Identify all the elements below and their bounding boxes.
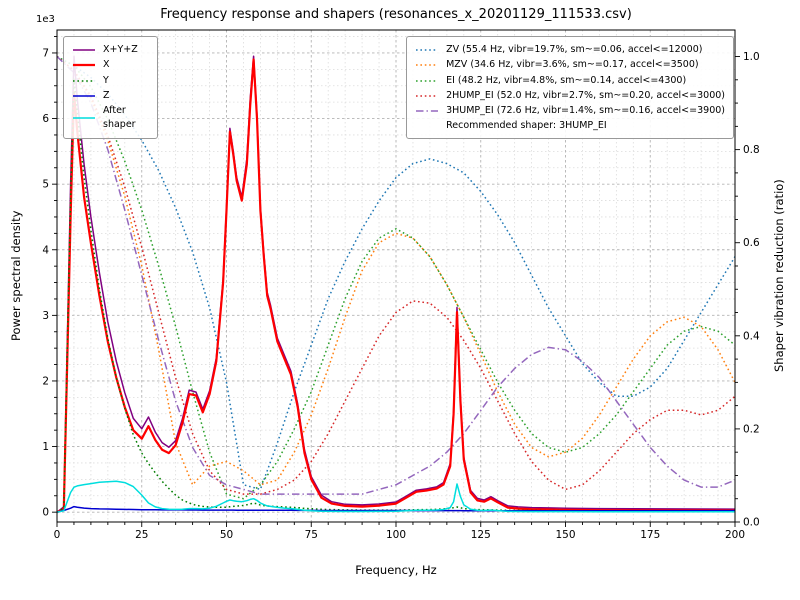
legend-line-icon <box>416 64 439 67</box>
svg-text:4: 4 <box>42 244 49 256</box>
svg-text:150: 150 <box>555 529 575 541</box>
legend-item-z: Z <box>72 89 149 103</box>
svg-text:0: 0 <box>54 529 61 541</box>
legend-item-3hump-ei: 3HUMP_EI (72.6 Hz, vibr=1.4%, sm~=0.16, … <box>415 104 725 118</box>
legend-line-icon <box>73 95 95 97</box>
svg-text:200: 200 <box>725 529 745 541</box>
y-axis-offset-text: 1e3 <box>36 14 55 25</box>
svg-text:75: 75 <box>305 529 318 541</box>
legend-line-icon <box>416 110 439 112</box>
legend-item-y: Y <box>72 74 149 88</box>
legend-line-icon <box>73 79 95 82</box>
y-axis-label-right: Shaper vibration reduction (ratio) <box>772 179 786 373</box>
svg-text:1.0: 1.0 <box>743 51 760 63</box>
legend-shapers: ZV (55.4 Hz, vibr=19.7%, sm~=0.06, accel… <box>406 36 734 139</box>
legend-line-icon <box>416 95 439 97</box>
legend-label: X <box>103 59 110 71</box>
legend-item-mzv: MZV (34.6 Hz, vibr=3.6%, sm~=0.17, accel… <box>415 58 725 72</box>
chart-title: Frequency response and shapers (resonanc… <box>160 7 632 22</box>
legend-item-zv: ZV (55.4 Hz, vibr=19.7%, sm~=0.06, accel… <box>415 43 725 57</box>
legend-item-ei: EI (48.2 Hz, vibr=4.8%, sm~=0.14, accel<… <box>415 74 725 88</box>
svg-text:50: 50 <box>220 529 233 541</box>
legend-label: 2HUMP_EI (52.0 Hz, vibr=2.7%, sm~=0.20, … <box>446 89 725 101</box>
svg-text:6: 6 <box>42 113 49 125</box>
legend-label: 3HUMP_EI (72.6 Hz, vibr=1.4%, sm~=0.16, … <box>446 105 725 116</box>
recommended-shaper-note: Recommended shaper: 3HUMP_EI <box>446 120 607 132</box>
legend-item-2hump-ei: 2HUMP_EI (52.0 Hz, vibr=2.7%, sm~=0.20, … <box>415 89 725 103</box>
y-axis-label-left: Power spectral density <box>9 210 23 342</box>
svg-text:0: 0 <box>42 507 49 519</box>
svg-text:0.6: 0.6 <box>743 237 760 249</box>
svg-text:7: 7 <box>42 47 49 59</box>
svg-text:100: 100 <box>386 529 406 541</box>
svg-text:175: 175 <box>640 529 660 541</box>
legend-item-xyz: X+Y+Z <box>72 43 149 57</box>
legend-line-icon <box>73 49 95 51</box>
legend-line-icon <box>416 49 439 51</box>
svg-text:0.8: 0.8 <box>743 144 760 156</box>
svg-text:3: 3 <box>42 310 49 322</box>
svg-text:2: 2 <box>42 375 49 387</box>
svg-text:0.0: 0.0 <box>743 517 760 529</box>
x-axis-label: Frequency, Hz <box>355 563 437 577</box>
legend-line-icon <box>73 117 95 119</box>
svg-text:0.4: 0.4 <box>743 330 760 342</box>
legend-label: After shaper <box>103 105 136 131</box>
legend-line-icon <box>416 79 439 82</box>
legend-psd: X+Y+Z X Y Z After shaper <box>63 36 158 139</box>
legend-label: ZV (55.4 Hz, vibr=19.7%, sm~=0.06, accel… <box>446 44 703 55</box>
svg-text:0.2: 0.2 <box>743 423 760 435</box>
svg-text:5: 5 <box>42 179 49 191</box>
svg-text:25: 25 <box>135 529 148 541</box>
legend-label: X+Y+Z <box>103 44 138 55</box>
svg-text:1: 1 <box>42 441 49 453</box>
svg-text:125: 125 <box>471 529 491 541</box>
legend-label: Y <box>103 74 109 86</box>
legend-item-after-shaper: After shaper <box>72 104 149 133</box>
legend-label: EI (48.2 Hz, vibr=4.8%, sm~=0.14, accel<… <box>446 74 687 86</box>
legend-label: Z <box>103 89 110 101</box>
legend-item-x: X <box>72 58 149 72</box>
legend-label: MZV (34.6 Hz, vibr=3.6%, sm~=0.17, accel… <box>446 59 699 71</box>
legend-line-icon <box>73 64 95 67</box>
